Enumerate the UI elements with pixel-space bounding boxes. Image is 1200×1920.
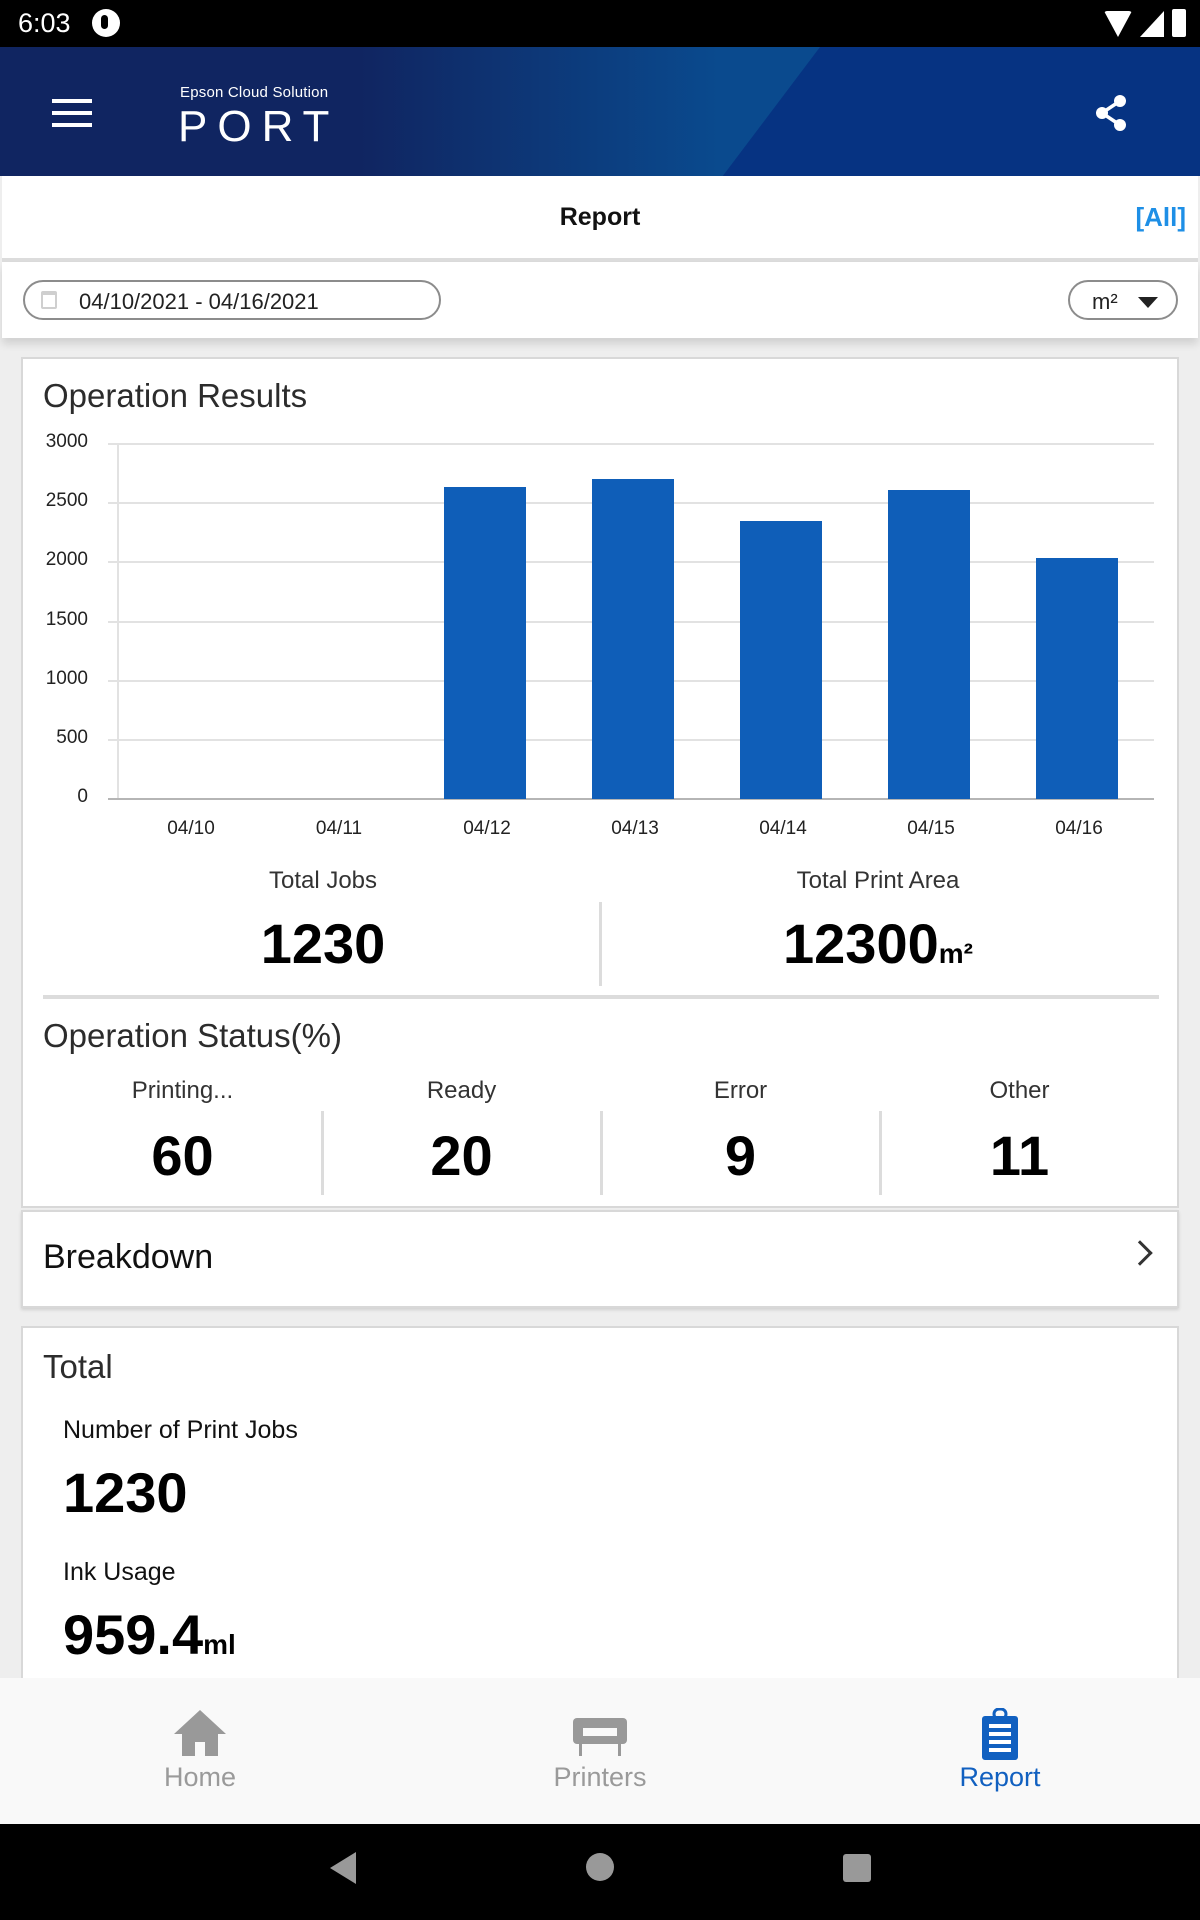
x-tick: 04/13	[611, 818, 659, 839]
y-axis	[117, 443, 119, 799]
nav-report[interactable]: Report	[800, 1678, 1200, 1824]
nav-home-label: Home	[163, 1762, 237, 1792]
operation-status-title: Operation Status(%)	[43, 1017, 342, 1054]
y-tick: 500	[56, 727, 88, 748]
unit-selected-value: m²	[1092, 289, 1118, 314]
x-tick: 04/16	[1055, 818, 1103, 839]
total-card: Total Number of Print Jobs 1230 Ink Usag…	[21, 1326, 1179, 1706]
total-print-area-value: 12300m²	[603, 911, 1153, 976]
filter-bar: 04/10/2021 - 04/16/2021 m²	[2, 262, 1198, 338]
bar-04-12	[444, 487, 526, 799]
status-label-ready: Ready	[426, 1077, 497, 1104]
hamburger-icon	[52, 99, 92, 103]
status-value-error: 9	[724, 1124, 757, 1187]
x-tick: 04/14	[759, 818, 807, 839]
total-print-area-number: 12300	[783, 912, 939, 975]
total-jobs-value: 1230	[260, 912, 386, 975]
y-tick: 0	[77, 786, 88, 807]
app-bar: Epson Cloud Solution PORT	[0, 47, 1200, 176]
divider	[2, 258, 1198, 262]
back-button[interactable]	[328, 1850, 358, 1886]
total-print-area-unit: m²	[938, 938, 973, 969]
home-system-button[interactable]	[586, 1853, 614, 1881]
status-time: 6:03	[18, 8, 71, 38]
divider	[321, 1111, 324, 1195]
status-label-printing: Printing...	[131, 1077, 234, 1104]
divider	[599, 902, 602, 986]
grid-line	[108, 443, 1154, 445]
unit-dropdown[interactable]: m²	[1068, 280, 1178, 320]
status-value-other: 11	[989, 1124, 1050, 1187]
operation-results-card: Operation Results 3000 2500 2000 1500 10…	[21, 357, 1179, 1208]
print-jobs-label: Number of Print Jobs	[63, 1416, 298, 1444]
nav-home[interactable]: Home	[0, 1678, 400, 1824]
home-icon	[174, 1710, 226, 1756]
date-range-picker[interactable]: 04/10/2021 - 04/16/2021	[23, 280, 441, 320]
nav-printers-label: Printers	[553, 1762, 647, 1792]
x-axis	[108, 798, 1154, 800]
bar-04-14	[740, 521, 822, 799]
status-label-error: Error	[713, 1077, 768, 1104]
divider	[600, 1111, 603, 1195]
signal-icon	[1140, 11, 1164, 37]
system-navigation-bar	[0, 1824, 1200, 1920]
divider	[43, 995, 1159, 999]
date-range-value: 04/10/2021 - 04/16/2021	[79, 289, 319, 314]
y-tick: 2500	[45, 490, 88, 511]
page-title: Report	[559, 203, 641, 231]
bar-04-13	[592, 479, 674, 799]
x-tick: 04/10	[167, 818, 215, 839]
total-print-area-label: Total Print Area	[796, 867, 960, 894]
status-icons	[1104, 9, 1186, 37]
bar-04-16	[1036, 558, 1118, 799]
divider	[879, 1111, 882, 1195]
notification-app-icon	[92, 9, 120, 37]
breakdown-row[interactable]: Breakdown	[21, 1210, 1179, 1308]
all-printers-link[interactable]: [All]	[1135, 202, 1186, 232]
brand-logo: PORT	[178, 102, 340, 151]
bar-04-15	[888, 490, 970, 799]
ink-usage-unit: ml	[203, 1629, 236, 1660]
nav-printers[interactable]: Printers	[400, 1678, 800, 1824]
printer-icon	[573, 1718, 627, 1756]
bottom-navigation: Home Printers Report	[0, 1678, 1200, 1824]
y-tick: 3000	[45, 431, 88, 452]
battery-icon	[1172, 9, 1186, 37]
x-tick: 04/12	[463, 818, 511, 839]
share-icon	[1096, 95, 1126, 131]
ink-usage-number: 959.4	[63, 1603, 204, 1666]
print-jobs-value: 1230	[63, 1461, 188, 1524]
caret-down-icon	[1138, 297, 1158, 308]
y-tick: 1500	[45, 609, 88, 630]
y-tick: 1000	[45, 668, 88, 689]
nav-report-label: Report	[959, 1762, 1041, 1792]
y-tick: 2000	[45, 549, 88, 570]
hamburger-menu-button[interactable]	[52, 99, 92, 127]
total-title: Total	[43, 1348, 113, 1385]
x-tick: 04/11	[315, 818, 363, 839]
page-header: Report [All]	[2, 176, 1198, 258]
status-value-printing: 60	[151, 1124, 214, 1187]
brand-subtitle: Epson Cloud Solution	[180, 84, 329, 101]
status-bar: 6:03	[0, 0, 1200, 47]
calendar-icon	[41, 291, 57, 309]
ink-usage-value: 959.4ml	[63, 1602, 236, 1667]
status-value-ready: 20	[430, 1124, 493, 1187]
breakdown-label: Breakdown	[43, 1238, 214, 1276]
total-jobs-label: Total Jobs	[268, 867, 378, 894]
status-label-other: Other	[989, 1077, 1050, 1104]
ink-usage-label: Ink Usage	[63, 1558, 176, 1586]
recents-button[interactable]	[843, 1854, 871, 1882]
share-button[interactable]	[1090, 91, 1134, 135]
operation-results-chart: 3000 2500 2000 1500 1000 500 0 04/10 04/…	[23, 359, 1177, 1206]
x-tick: 04/15	[907, 818, 955, 839]
operation-results-title: Operation Results	[43, 377, 308, 414]
clipboard-icon	[982, 1708, 1018, 1760]
wifi-icon	[1104, 11, 1132, 37]
chevron-right-icon	[1127, 1240, 1153, 1266]
